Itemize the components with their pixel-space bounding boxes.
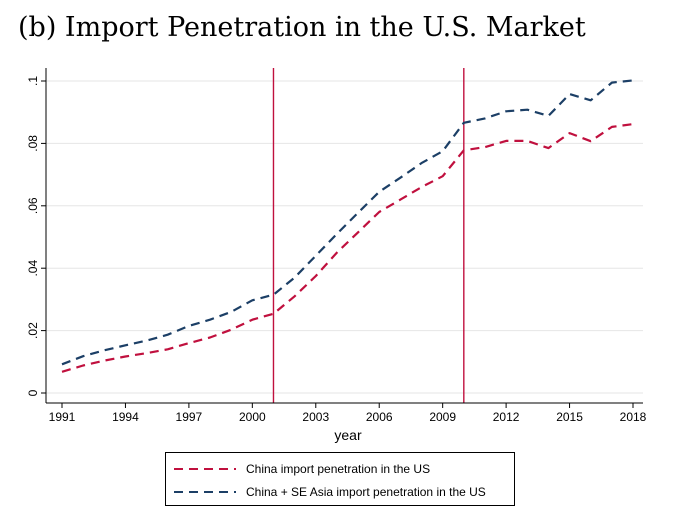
legend: China import penetration in the US China… bbox=[165, 452, 515, 506]
x-tick-label: 2012 bbox=[493, 410, 520, 424]
series-line-1 bbox=[61, 79, 634, 366]
legend-label-china-se-asia: China + SE Asia import penetration in th… bbox=[246, 485, 486, 499]
x-tick-label: 2015 bbox=[556, 410, 583, 424]
x-tick-label: 2018 bbox=[620, 410, 647, 424]
legend-swatch-china bbox=[174, 468, 236, 470]
legend-swatch-china-se-asia bbox=[174, 491, 236, 493]
y-tick-label: .08 bbox=[26, 135, 40, 152]
y-tick-label: 0 bbox=[26, 389, 40, 396]
legend-item-china: China import penetration in the US bbox=[166, 459, 430, 479]
x-tick-label: 2006 bbox=[366, 410, 393, 424]
x-tick-label: 2000 bbox=[239, 410, 266, 424]
x-tick-label: 2009 bbox=[429, 410, 456, 424]
legend-item-china-se-asia: China + SE Asia import penetration in th… bbox=[166, 482, 486, 502]
x-axis-label: year bbox=[334, 427, 362, 443]
chart-title: (b) Import Penetration in the U.S. Marke… bbox=[18, 12, 586, 43]
legend-label-china: China import penetration in the US bbox=[246, 462, 431, 476]
series-line-0 bbox=[61, 123, 634, 373]
y-tick-label: .1 bbox=[26, 76, 40, 86]
plot-area: 0 .02 .04 .06 .08 .1 1991 1994 1997 2000 2003 2006 2… bbox=[26, 68, 647, 443]
x-tick-label: 1991 bbox=[49, 410, 76, 424]
y-tick-label: .02 bbox=[26, 322, 40, 339]
x-tick-label: 1994 bbox=[112, 410, 139, 424]
x-tick-label: 1997 bbox=[176, 410, 203, 424]
y-tick-label: .06 bbox=[26, 197, 40, 214]
x-tick-label: 2003 bbox=[302, 410, 329, 424]
y-tick-label: .04 bbox=[26, 260, 40, 277]
